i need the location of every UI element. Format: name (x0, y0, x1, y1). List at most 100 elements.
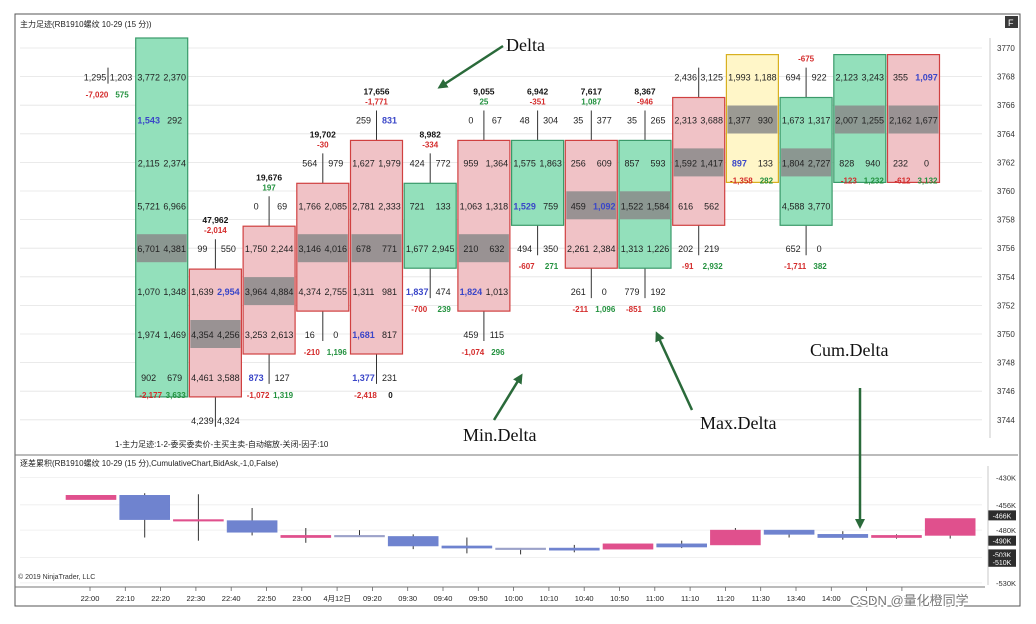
cum-tick: -456K (996, 501, 1016, 510)
time-label: 11:00 (646, 594, 664, 603)
bar-delta: -2,014 (204, 226, 227, 235)
ask-volume: 265 (650, 116, 665, 126)
bid-volume: 210 (463, 244, 478, 254)
candle-body (119, 495, 170, 520)
time-label: 14:20 (893, 594, 912, 603)
time-axis: 22:00 22:10 22:20 22:30 22:40 22:50 23:00 4月12日… (81, 587, 912, 603)
time-label: 10:00 (504, 594, 523, 603)
ask-volume: 192 (650, 287, 665, 297)
bar-min-delta: -1,358 (730, 176, 753, 185)
bid-volume: 4,374 (299, 287, 322, 297)
ask-volume: 1,255 (862, 116, 885, 126)
ask-volume: 4,256 (217, 330, 240, 340)
bid-volume: 2,781 (352, 201, 375, 211)
bid-volume: 857 (624, 158, 639, 168)
ask-volume: 979 (328, 158, 343, 168)
bar-total: 19,676 (256, 172, 282, 182)
cumdelta-grid (20, 476, 982, 584)
ask-volume: 609 (597, 158, 612, 168)
ask-volume: 69 (277, 201, 287, 211)
arrow-max-delta (655, 331, 694, 411)
bid-volume: 0 (254, 201, 259, 211)
ask-volume: 1,097 (915, 73, 938, 83)
bid-volume: 1,575 (513, 158, 536, 168)
ask-volume: 6,966 (163, 201, 186, 211)
ask-volume: 831 (382, 116, 397, 126)
poc-cell (136, 234, 187, 263)
candle-body (226, 520, 278, 533)
bar-total: 17,656 (364, 87, 390, 97)
cum-tick: -430K (996, 473, 1016, 482)
ask-volume: 1,863 (539, 158, 562, 168)
price-tick: 3768 (997, 73, 1015, 82)
ask-volume: 0 (333, 330, 338, 340)
time-label: 10:10 (540, 594, 559, 603)
copyright: © 2019 NinjaTrader, LLC (18, 573, 95, 581)
bid-volume: 1,750 (245, 244, 268, 254)
bar-total: 8,982 (420, 129, 442, 139)
bid-volume: 48 (520, 116, 530, 126)
bar-delta: -30 (317, 140, 329, 149)
bid-volume: 2,313 (674, 116, 697, 126)
bid-volume: 1,295 (84, 73, 107, 83)
time-label: 4月12日 (323, 594, 351, 603)
ask-volume: 817 (382, 330, 397, 340)
bid-volume: 694 (786, 73, 801, 83)
ask-volume: 1,348 (163, 287, 186, 297)
bar-total: 19,702 (310, 129, 336, 139)
ask-volume: 4,381 (163, 244, 186, 254)
bid-volume: 1,627 (352, 158, 375, 168)
ask-volume: 1,317 (808, 116, 831, 126)
ask-volume: 981 (382, 287, 397, 297)
price-tick: 3766 (997, 101, 1015, 110)
poc-cell (297, 234, 348, 263)
ask-volume: 550 (221, 244, 236, 254)
bid-volume: 564 (302, 158, 317, 168)
poc-cell (244, 277, 295, 306)
ask-volume: 377 (597, 116, 612, 126)
candle-body (495, 547, 546, 550)
time-label: 10:40 (575, 594, 594, 603)
price-tick: 3760 (997, 187, 1015, 196)
time-label: 09:40 (434, 594, 453, 603)
ask-volume: 474 (436, 287, 451, 297)
candle-body (924, 518, 976, 536)
poc-cell (888, 105, 939, 134)
bid-volume: 1,377 (728, 116, 751, 126)
candle-body (280, 535, 332, 538)
ask-volume: 679 (167, 373, 182, 383)
bid-volume: 3,772 (137, 73, 160, 83)
ask-volume: 3,125 (700, 73, 723, 83)
cum-tag-box (988, 535, 1016, 546)
ask-volume: 759 (543, 201, 558, 211)
bid-volume: 1,070 (137, 287, 160, 297)
ask-volume: 1,584 (647, 201, 670, 211)
candle-body (763, 529, 815, 535)
time-label: 22:50 (257, 594, 276, 603)
bar-min-delta: -2,418 (354, 391, 377, 400)
bid-volume: 1,377 (352, 373, 375, 383)
bid-volume: 424 (410, 158, 425, 168)
ask-volume: 127 (275, 373, 290, 383)
footprint-bars: 1,295 1,203-7,020 575 3,772 2,370 1,543 292 2,1… (84, 37, 941, 427)
bar-max-delta: 1,096 (595, 305, 616, 314)
bid-volume: 1,311 (353, 287, 375, 297)
title-right-box[interactable] (1005, 16, 1018, 28)
bar-min-delta: -1,072 (247, 391, 270, 400)
bid-volume: 6,701 (137, 244, 160, 254)
bid-volume: 1,543 (137, 116, 160, 126)
bar-body (511, 139, 565, 226)
bid-volume: 35 (627, 116, 637, 126)
bid-volume: 1,063 (460, 201, 483, 211)
bar-max-delta: 382 (813, 262, 827, 271)
bar-max-delta: 1,196 (327, 348, 348, 357)
ask-volume: 2,333 (378, 201, 401, 211)
time-label: 22:00 (81, 594, 100, 603)
bid-volume: 1,804 (782, 158, 805, 168)
bar-delta: 25 (479, 98, 488, 107)
bid-volume: 259 (356, 116, 371, 126)
bar-max-delta: 3,132 (917, 176, 938, 185)
bar-body (135, 37, 189, 398)
bar-max-delta: 160 (652, 305, 666, 314)
